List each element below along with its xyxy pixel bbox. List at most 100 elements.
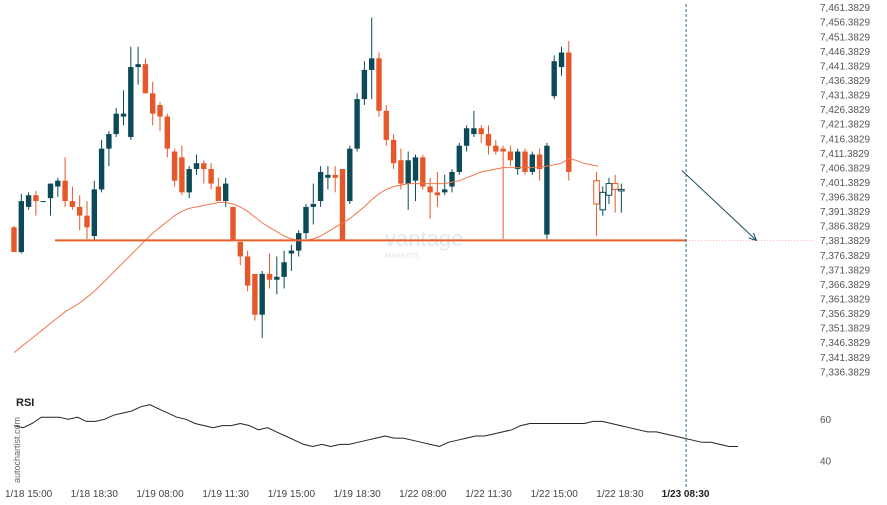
- candle: [208, 163, 214, 190]
- projection-candle-body: [611, 183, 619, 190]
- candle-body: [296, 233, 302, 251]
- candle-body: [522, 151, 528, 172]
- time-tick-label: 1/19 15:00: [268, 489, 316, 500]
- candle: [157, 102, 163, 132]
- projection-candle-body: [599, 191, 607, 211]
- candle-body: [84, 215, 90, 228]
- candle-body: [25, 195, 32, 207]
- projection-candle: [618, 183, 625, 213]
- candle-body: [485, 134, 492, 146]
- candle: [193, 154, 200, 175]
- candle-body: [186, 169, 192, 193]
- candle-body: [230, 206, 236, 241]
- candle-body: [434, 192, 441, 196]
- candle: [47, 183, 54, 216]
- time-tick-label: 1/22 15:00: [531, 489, 579, 500]
- candle: [128, 46, 134, 140]
- candle: [339, 169, 346, 241]
- candle-body: [252, 273, 258, 315]
- candle-body: [135, 64, 141, 68]
- candle-body: [405, 160, 411, 184]
- candle: [179, 145, 185, 196]
- candle-body: [332, 174, 338, 178]
- time-tick-label: 1/19 08:00: [136, 489, 184, 500]
- price-tick-label: 7,346.3829: [820, 338, 870, 349]
- candle: [471, 110, 477, 137]
- price-tick-label: 7,446.3829: [820, 47, 870, 58]
- watermark-text: vantage: [385, 226, 463, 251]
- candle: [55, 177, 61, 197]
- candle: [62, 157, 68, 207]
- price-tick-label: 7,396.3829: [820, 193, 870, 204]
- watermark-logo: vantage MARKETS: [385, 226, 463, 260]
- candle-body: [471, 128, 477, 135]
- candle-body: [274, 276, 280, 280]
- candle-body: [193, 163, 200, 170]
- candle: [288, 244, 295, 271]
- candle-body: [128, 67, 134, 137]
- candle-body: [544, 145, 550, 235]
- candle: [544, 142, 550, 239]
- price-tick-label: 7,436.3829: [820, 76, 870, 87]
- projection-arrow-head: [748, 232, 758, 242]
- candle: [449, 169, 455, 193]
- candle: [317, 166, 324, 207]
- rsi-tick-label: 40: [820, 457, 832, 468]
- projection-candle-body: [618, 188, 625, 192]
- candle-body: [412, 157, 419, 181]
- candle-body: [223, 183, 229, 202]
- candle: [237, 241, 243, 266]
- candle: [332, 166, 338, 193]
- projection-candle-body: [593, 180, 600, 205]
- candle-body: [361, 69, 368, 100]
- candle: [485, 125, 492, 155]
- candle: [296, 230, 302, 257]
- candle: [369, 17, 375, 100]
- price-tick-label: 7,416.3829: [820, 134, 870, 145]
- candle: [120, 90, 127, 126]
- candle-body: [171, 151, 178, 181]
- candle: [361, 61, 368, 105]
- candle-body: [33, 195, 39, 202]
- candle-body: [536, 154, 543, 170]
- time-tick-label: 1/18 15:00: [5, 489, 53, 500]
- candle: [456, 142, 462, 175]
- candle-body: [266, 273, 273, 280]
- candle: [252, 273, 258, 321]
- candle-body: [551, 61, 557, 97]
- price-tick-label: 7,361.3829: [820, 295, 870, 306]
- time-axis: 1/18 15:00 1/18 18:30 1/19 08:00 1/19 11:30…: [5, 489, 710, 500]
- price-tick-label: 7,356.3829: [820, 309, 870, 320]
- candle-body: [456, 145, 462, 172]
- candle-body: [179, 157, 185, 193]
- candle-body: [427, 186, 433, 193]
- projection-candle: [605, 177, 613, 204]
- time-tick-label: 1/23 08:30: [662, 489, 710, 500]
- price-tick-label: 7,461.3829: [820, 3, 870, 14]
- candle-body: [142, 64, 149, 94]
- candle: [113, 107, 119, 137]
- candle-body: [40, 201, 46, 203]
- price-tick-label: 7,336.3829: [820, 367, 870, 378]
- projection-candle: [593, 171, 600, 237]
- candle: [186, 166, 192, 199]
- rsi-tick-label: 60: [820, 415, 832, 426]
- price-tick-label: 7,371.3829: [820, 265, 870, 276]
- candle-body: [354, 99, 360, 149]
- candle: [463, 125, 470, 152]
- candle: [266, 253, 273, 289]
- candle: [244, 250, 251, 292]
- candle: [354, 93, 360, 152]
- price-tick-label: 7,391.3829: [820, 207, 870, 218]
- candle-body: [244, 256, 251, 286]
- candle: [522, 148, 528, 175]
- candle: [215, 177, 222, 202]
- candle-body: [566, 52, 572, 172]
- candle-body: [98, 148, 105, 190]
- candle: [230, 206, 236, 241]
- candle-body: [281, 262, 287, 277]
- candle-body: [347, 148, 353, 202]
- candle-body: [215, 186, 222, 202]
- candle: [529, 151, 535, 175]
- candle-body: [77, 206, 83, 216]
